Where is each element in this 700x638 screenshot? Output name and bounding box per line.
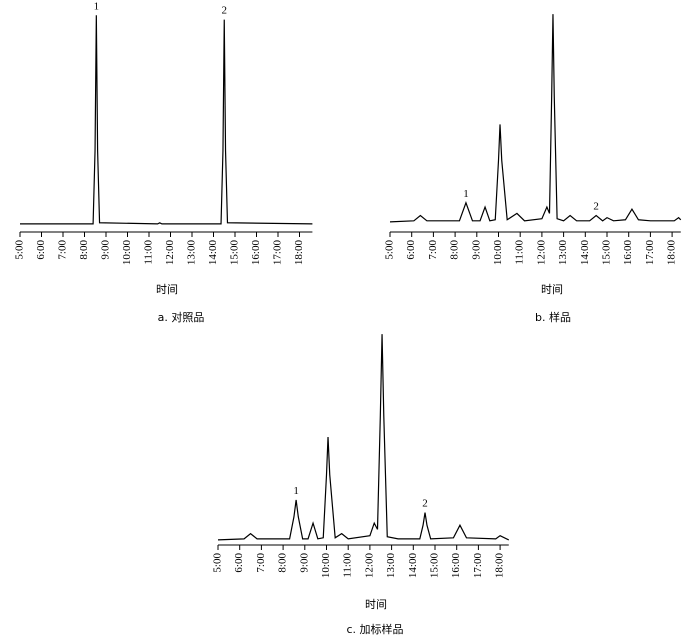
x-axis-label: 时间 (156, 283, 178, 296)
x-axis-label: 时间 (541, 283, 563, 296)
x-tick-label: 12:00 (164, 240, 176, 266)
caption: c. 加标样品 (346, 622, 403, 636)
x-tick-label: 8:00 (277, 553, 289, 573)
x-tick-label: 9:00 (100, 240, 112, 260)
x-axis-label: 时间 (365, 598, 387, 611)
x-tick-label: 15:00 (601, 240, 613, 266)
peak-label: 1 (293, 485, 299, 497)
x-tick-label: 11:00 (514, 240, 526, 265)
x-tick-label: 10:00 (121, 240, 133, 266)
x-tick-label: 5:00 (14, 240, 26, 260)
x-tick-label: 12:00 (363, 553, 375, 579)
x-tick-label: 7:00 (57, 240, 69, 260)
x-tick-label: 17:00 (472, 553, 484, 579)
x-tick-label: 11:00 (342, 553, 354, 578)
x-tick-label: 10:00 (492, 240, 504, 266)
x-tick-label: 5:00 (384, 240, 396, 260)
x-tick-label: 9:00 (470, 240, 482, 260)
x-tick-label: 18:00 (666, 240, 678, 266)
peak-label: 2 (222, 5, 228, 17)
x-tick-label: 13:00 (385, 553, 397, 579)
x-tick-label: 17:00 (272, 240, 284, 266)
x-tick-label: 14:00 (207, 240, 219, 266)
caption: b. 样品 (535, 310, 571, 324)
x-tick-label: 18:00 (293, 240, 305, 266)
x-tick-label: 13:00 (186, 240, 198, 266)
x-tick-label: 6:00 (35, 240, 47, 260)
x-tick-label: 9:00 (298, 553, 310, 573)
peak-label: 2 (422, 498, 428, 510)
caption: a. 对照品 (158, 310, 205, 324)
x-tick-label: 16:00 (622, 240, 634, 266)
x-tick-label: 6:00 (233, 553, 245, 573)
x-tick-label: 11:00 (143, 240, 155, 265)
peak-label: 1 (463, 188, 469, 200)
x-tick-label: 6:00 (405, 240, 417, 260)
x-tick-label: 15:00 (229, 240, 241, 266)
x-tick-label: 8:00 (449, 240, 461, 260)
x-tick-label: 12:00 (535, 240, 547, 266)
chromatogram-line (217, 334, 510, 541)
chromatogram-line (389, 14, 682, 223)
x-tick-label: 16:00 (250, 240, 262, 266)
x-tick-label: 18:00 (494, 553, 506, 579)
x-tick-label: 5:00 (212, 553, 224, 573)
peak-label: 1 (94, 0, 100, 12)
x-tick-label: 14:00 (579, 240, 591, 266)
x-tick-label: 8:00 (78, 240, 90, 260)
x-tick-label: 15:00 (429, 553, 441, 579)
x-tick-label: 16:00 (450, 553, 462, 579)
x-tick-label: 7:00 (255, 553, 267, 573)
x-tick-label: 10:00 (320, 553, 332, 579)
x-tick-label: 14:00 (407, 553, 419, 579)
chromatogram-line (20, 15, 313, 225)
x-tick-label: 13:00 (557, 240, 569, 266)
x-tick-label: 17:00 (644, 240, 656, 266)
peak-label: 2 (593, 201, 599, 213)
x-tick-label: 7:00 (427, 240, 439, 260)
